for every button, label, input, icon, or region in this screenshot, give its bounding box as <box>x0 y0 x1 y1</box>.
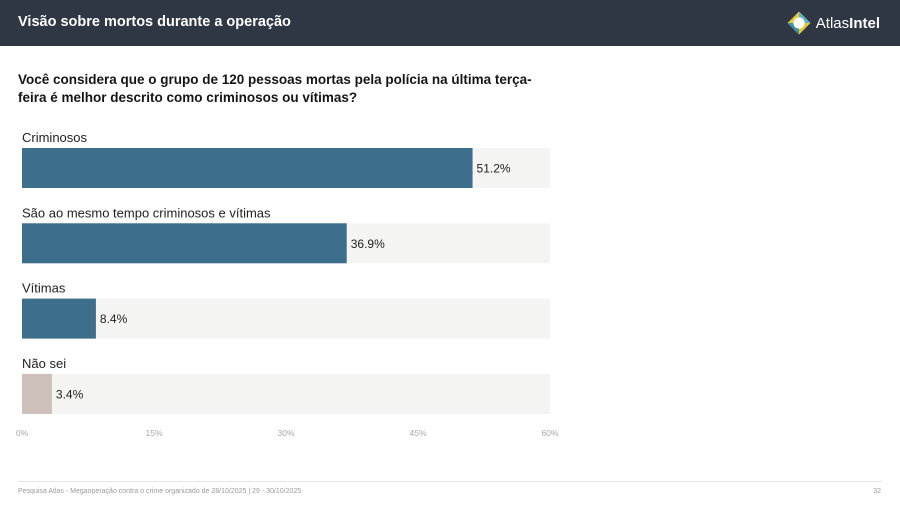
header-bar: Visão sobre mortos durante a operação At… <box>0 0 900 46</box>
survey-question: Você considera que o grupo de 120 pessoa… <box>18 72 532 105</box>
category-label: São ao mesmo tempo criminosos e vítimas <box>22 205 271 220</box>
x-tick-label: 15% <box>145 428 162 438</box>
brand: AtlasIntel <box>787 11 880 35</box>
x-tick-label: 0% <box>16 428 29 438</box>
bar <box>22 373 52 414</box>
bar <box>22 298 96 339</box>
footer-source: Pesquisa Atlas - Megaoperação contra o c… <box>18 488 302 495</box>
category-label: Não sei <box>22 356 66 371</box>
atlasintel-logo-icon <box>787 11 811 35</box>
page-number: 32 <box>873 488 881 495</box>
footer-divider <box>18 481 882 482</box>
x-tick-label: 45% <box>409 428 426 438</box>
category-label: Vítimas <box>22 281 66 296</box>
bar <box>22 148 473 188</box>
data-label: 3.4% <box>56 387 84 401</box>
data-label: 51.2% <box>477 162 511 176</box>
x-tick-label: 60% <box>541 428 558 438</box>
bar <box>22 223 347 264</box>
brand-name: AtlasIntel <box>815 14 880 32</box>
data-label: 36.9% <box>351 237 385 251</box>
data-label: 8.4% <box>100 312 128 326</box>
page-title: Visão sobre mortos durante a operação <box>18 14 291 30</box>
category-label: Criminosos <box>22 130 88 145</box>
bar-track <box>22 373 550 414</box>
x-tick-label: 30% <box>277 428 294 438</box>
bar-track <box>22 298 550 339</box>
